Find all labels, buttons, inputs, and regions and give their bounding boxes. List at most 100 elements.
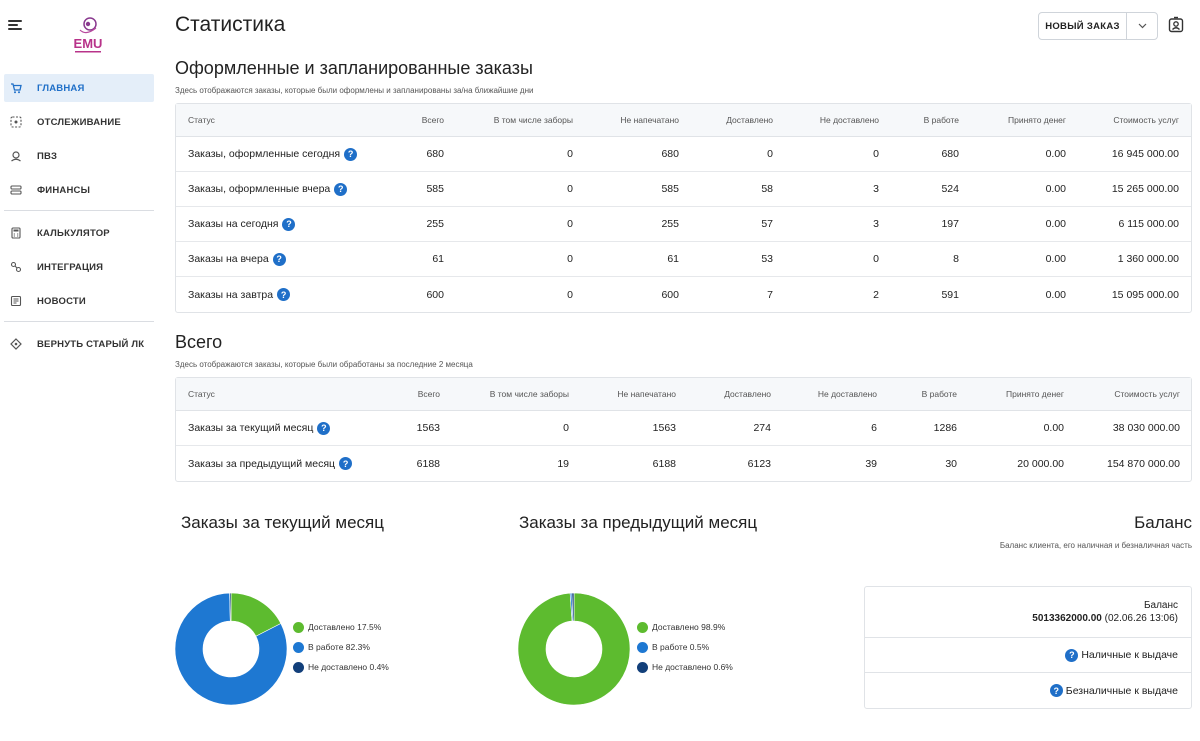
help-icon[interactable]: ? (282, 217, 296, 231)
table-cell: 0.00 (1045, 218, 1066, 230)
cashless-payout-row: ? Безналичные к выдаче (865, 673, 1191, 708)
table-cell: 0.00 (1045, 288, 1066, 301)
sidebar-item-return-old[interactable]: ВЕРНУТЬ СТАРЫЙ ЛК (4, 330, 154, 358)
sidebar-divider (4, 321, 154, 322)
table-cell: 6123 (747, 457, 771, 470)
row-status: Заказы за текущий месяц? (176, 421, 376, 435)
account-icon[interactable] (1168, 16, 1184, 33)
balance-subtitle: Баланс клиента, его наличная и безналичн… (999, 541, 1192, 550)
table-cell: 0.00 (1043, 422, 1064, 434)
column-header: Принято денег (1006, 389, 1064, 399)
balance-title: Баланс (1134, 513, 1192, 532)
legend-label: Не доставлено 0.6% (652, 662, 733, 672)
table-row: Заказы, оформленные вчера? 585 0 585 58 3 524 0… (176, 172, 1191, 207)
table-cell: 6188 (652, 457, 676, 470)
legend-marker (637, 621, 648, 633)
sidebar-item-label: КАЛЬКУЛЯТОР (37, 227, 110, 239)
legend-label: Доставлено 98.9% (652, 622, 726, 632)
table-cell: 39 (865, 457, 877, 470)
sidebar-item-label: ВЕРНУТЬ СТАРЫЙ ЛК (37, 338, 145, 350)
column-header: Не доставлено (819, 115, 879, 125)
row-status-label: Заказы за предыдущий месяц (188, 457, 336, 470)
slice-not-delivered[interactable] (229, 593, 232, 622)
slice-delivered[interactable] (518, 593, 630, 705)
help-icon[interactable]: ? (334, 182, 348, 196)
table-header: Статус Всего В том числе заборы Не напечата… (176, 378, 1191, 411)
row-status-label: Заказы, оформленные сегодня (188, 148, 341, 160)
column-header: В работе (923, 115, 959, 125)
table-cell: 1563 (652, 422, 676, 434)
page-title: Статистика (175, 13, 286, 36)
table-cell: 16 945 000.00 (1111, 148, 1179, 160)
table-cell: 0 (873, 253, 879, 265)
table-cell: 38 030 000.00 (1112, 422, 1180, 434)
legend-label: В работе 0.5% (652, 642, 710, 652)
column-header: Не напечатано (617, 389, 676, 399)
table-body: Заказы, оформленные сегодня? 680 0 680 0 0 680… (176, 137, 1191, 312)
row-status-label: Заказы за текущий месяц (188, 422, 314, 434)
table-cell: 3 (873, 183, 879, 195)
sidebar-item-main[interactable]: ГЛАВНАЯ (4, 74, 154, 102)
row-status: Заказы, оформленные сегодня? (176, 147, 376, 161)
menu-toggle-icon[interactable] (8, 19, 22, 31)
section-title-planned: Оформленные и запланированные заказы (175, 58, 533, 78)
sidebar-item-tracking[interactable]: ОТСЛЕЖИВАНИЕ (4, 108, 154, 136)
sidebar-item-pvz[interactable]: ПВЗ (4, 142, 154, 170)
sidebar-item-finance[interactable]: ФИНАНСЫ (4, 176, 154, 204)
row-status: Заказы на вчера? (176, 252, 376, 266)
new-order-button[interactable]: НОВЫЙ ЗАКАЗ (1039, 13, 1127, 39)
sidebar-item-news[interactable]: НОВОСТИ (4, 287, 154, 315)
legend-item[interactable]: В работе 82.3% (293, 637, 389, 657)
help-icon[interactable]: ? (277, 288, 291, 301)
table-cell: 585 (661, 183, 679, 195)
help-icon[interactable]: ? (1049, 684, 1063, 697)
integration-icon (10, 261, 22, 273)
table-cell: 15 265 000.00 (1111, 183, 1179, 195)
table-body: Заказы за текущий месяц? 1563 0 1563 274 6 128… (176, 411, 1191, 481)
help-icon[interactable]: ? (344, 147, 358, 161)
table-cell: 15 095 000.00 (1111, 288, 1179, 301)
sidebar-item-calculator[interactable]: КАЛЬКУЛЯТОР (4, 219, 154, 247)
column-header: Всего (421, 115, 444, 125)
table-row: Заказы на сегодня? 255 0 255 57 3 197 0.00 6 115… (176, 207, 1191, 242)
help-icon[interactable]: ? (317, 421, 331, 435)
table-cell: 53 (761, 253, 773, 265)
sidebar-item-label: ОТСЛЕЖИВАНИЕ (37, 116, 121, 128)
legend-item[interactable]: Не доставлено 0.4% (293, 657, 389, 677)
help-icon[interactable]: ? (272, 252, 286, 266)
help-icon[interactable]: ? (339, 457, 353, 470)
table-cell: 154 870 000.00 (1107, 457, 1180, 470)
legend-label: Доставлено 17.5% (308, 622, 382, 632)
table-cell: 8 (953, 253, 959, 265)
cash-payout-label: Наличные к выдаче (1081, 649, 1178, 661)
tracking-icon (10, 116, 22, 128)
table-cell: 524 (941, 183, 959, 195)
table-cell: 0 (567, 148, 573, 160)
table-cell: 0.00 (1045, 183, 1066, 195)
help-icon[interactable]: ? (1065, 648, 1079, 662)
sidebar-item-integration[interactable]: ИНТЕГРАЦИЯ (4, 253, 154, 281)
legend-item[interactable]: В работе 0.5% (637, 637, 733, 657)
table-cell: 255 (661, 218, 679, 230)
chart-title-previous-month: Заказы за предыдущий месяц (519, 513, 758, 532)
cashless-payout-label: Безналичные к выдаче (1065, 684, 1178, 697)
slice-in-work[interactable] (175, 593, 287, 705)
table-cell: 7 (767, 288, 773, 301)
legend-item[interactable]: Не доставлено 0.6% (637, 657, 733, 677)
legend-item[interactable]: Доставлено 17.5% (293, 617, 389, 637)
legend-item[interactable]: Доставлено 98.9% (637, 617, 733, 637)
cash-payout-row: ? Наличные к выдаче (865, 638, 1191, 673)
table-cell: 20 000.00 (1017, 457, 1064, 470)
table-cell: 274 (753, 422, 771, 434)
table-cell: 0 (767, 148, 773, 160)
sidebar-item-label: НОВОСТИ (37, 295, 86, 307)
table-cell: 600 (661, 288, 679, 301)
sidebar: EMU ГЛАВНАЯ ОТСЛЕЖИВАНИЕ ПВЗ ФИ (0, 0, 160, 741)
table-cell: 585 (426, 183, 444, 195)
table-cell: 61 (667, 253, 679, 265)
new-order-dropdown-button[interactable] (1127, 13, 1157, 39)
row-status: Заказы, оформленные вчера? (176, 182, 376, 196)
slice-not-delivered[interactable] (571, 593, 575, 622)
legend-marker (293, 641, 304, 653)
emu-logo[interactable]: EMU (66, 14, 110, 58)
